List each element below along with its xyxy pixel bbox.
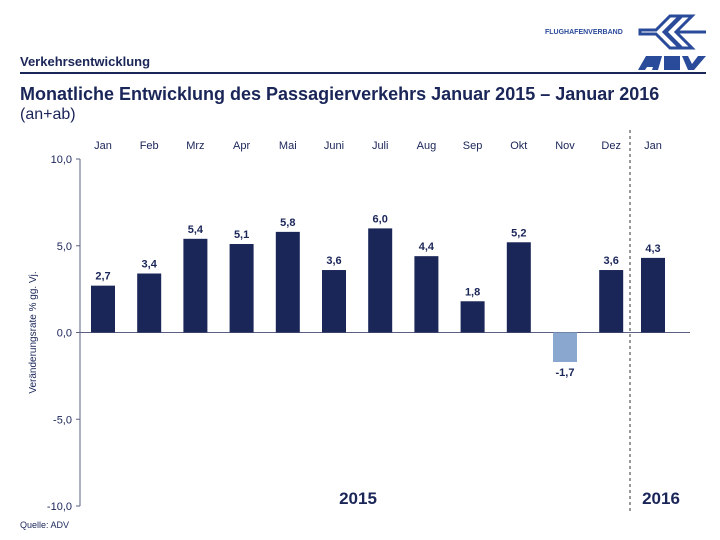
x-tick-label: Nov <box>555 140 575 152</box>
bar <box>91 285 115 333</box>
group-label-2015: 2015 <box>339 489 377 508</box>
data-label: 3,4 <box>142 259 158 271</box>
bar <box>322 270 346 333</box>
bar <box>414 256 439 333</box>
bar <box>599 270 624 333</box>
x-tick-label: Dez <box>601 140 621 152</box>
x-tick-label: Jan <box>94 140 112 152</box>
data-label: 5,8 <box>280 217 295 229</box>
brand-text: FLUGHAFENVERBAND <box>545 29 623 36</box>
section-heading: Verkehrsentwicklung <box>20 54 151 69</box>
bar <box>641 257 665 333</box>
data-label: 6,0 <box>373 213 388 225</box>
x-tick-label: Okt <box>510 140 527 152</box>
x-tick-label: Mai <box>279 140 297 152</box>
x-tick-label: Aug <box>417 140 437 152</box>
bar <box>275 231 300 333</box>
page-subtitle: (an+ab) <box>20 106 76 123</box>
bar <box>553 332 577 362</box>
y-tick-label: 5,0 <box>57 241 72 253</box>
y-axis-label: Veränderungsrate % gg. Vj. <box>28 271 39 393</box>
bar <box>460 301 485 333</box>
adv-logo <box>638 14 706 70</box>
data-label: -1,7 <box>556 367 575 379</box>
x-tick-label: Jan <box>644 140 662 152</box>
x-tick-label: Apr <box>233 140 250 152</box>
data-label: 5,2 <box>511 227 526 239</box>
data-label: 2,7 <box>95 271 110 283</box>
source-note: Quelle: ADV <box>20 520 70 530</box>
bar <box>368 228 393 333</box>
y-tick-label: -10,0 <box>47 501 72 513</box>
page-title: Monatliche Entwicklung des Passagierverk… <box>20 84 660 104</box>
x-tick-label: Juli <box>372 140 389 152</box>
data-label: 1,8 <box>465 286 480 298</box>
data-label: 5,4 <box>188 224 204 236</box>
group-label-2016: 2016 <box>642 489 680 508</box>
data-label: 4,3 <box>645 243 660 255</box>
bar <box>229 244 254 333</box>
y-tick-label: 10,0 <box>51 154 72 166</box>
data-label: 4,4 <box>419 241 435 253</box>
bar <box>137 273 162 333</box>
header-rule <box>20 72 706 74</box>
x-tick-label: Feb <box>140 140 159 152</box>
data-label: 3,6 <box>604 255 619 267</box>
data-label: 5,1 <box>234 229 249 241</box>
bar <box>183 238 208 333</box>
x-tick-label: Sep <box>463 140 483 152</box>
x-tick-label: Mrz <box>186 140 204 152</box>
data-label: 3,6 <box>326 255 341 267</box>
y-tick-label: -5,0 <box>53 414 72 426</box>
bar <box>506 242 531 333</box>
x-tick-label: Juni <box>324 140 344 152</box>
y-tick-label: 0,0 <box>57 328 72 340</box>
